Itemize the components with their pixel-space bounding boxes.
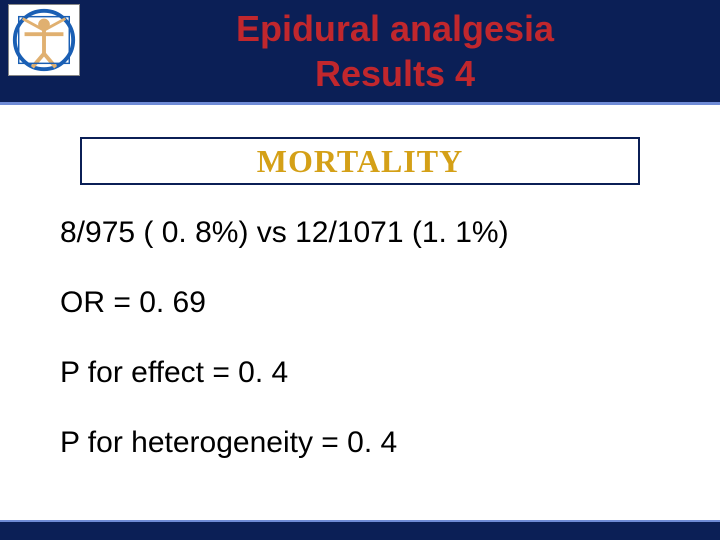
title-line-2: Results 4 bbox=[90, 51, 700, 96]
stat-line-4: P for heterogeneity = 0. 4 bbox=[60, 425, 660, 461]
body-text-block: 8/975 ( 0. 8%) vs 12/1071 (1. 1%) OR = 0… bbox=[60, 215, 660, 495]
stat-line-3: P for effect = 0. 4 bbox=[60, 355, 660, 391]
section-label: MORTALITY bbox=[257, 143, 463, 180]
title-line-1: Epidural analgesia bbox=[90, 6, 700, 51]
slide-header: Epidural analgesia Results 4 bbox=[0, 0, 720, 105]
logo-icon bbox=[8, 4, 80, 76]
stat-line-2: OR = 0. 69 bbox=[60, 285, 660, 321]
footer-bar bbox=[0, 522, 720, 540]
section-label-box: MORTALITY bbox=[80, 137, 640, 185]
stat-line-1: 8/975 ( 0. 8%) vs 12/1071 (1. 1%) bbox=[60, 215, 660, 251]
slide-body: MORTALITY 8/975 ( 0. 8%) vs 12/1071 (1. … bbox=[0, 105, 720, 540]
slide-title: Epidural analgesia Results 4 bbox=[90, 6, 700, 96]
slide: Epidural analgesia Results 4 MORTALITY 8… bbox=[0, 0, 720, 540]
